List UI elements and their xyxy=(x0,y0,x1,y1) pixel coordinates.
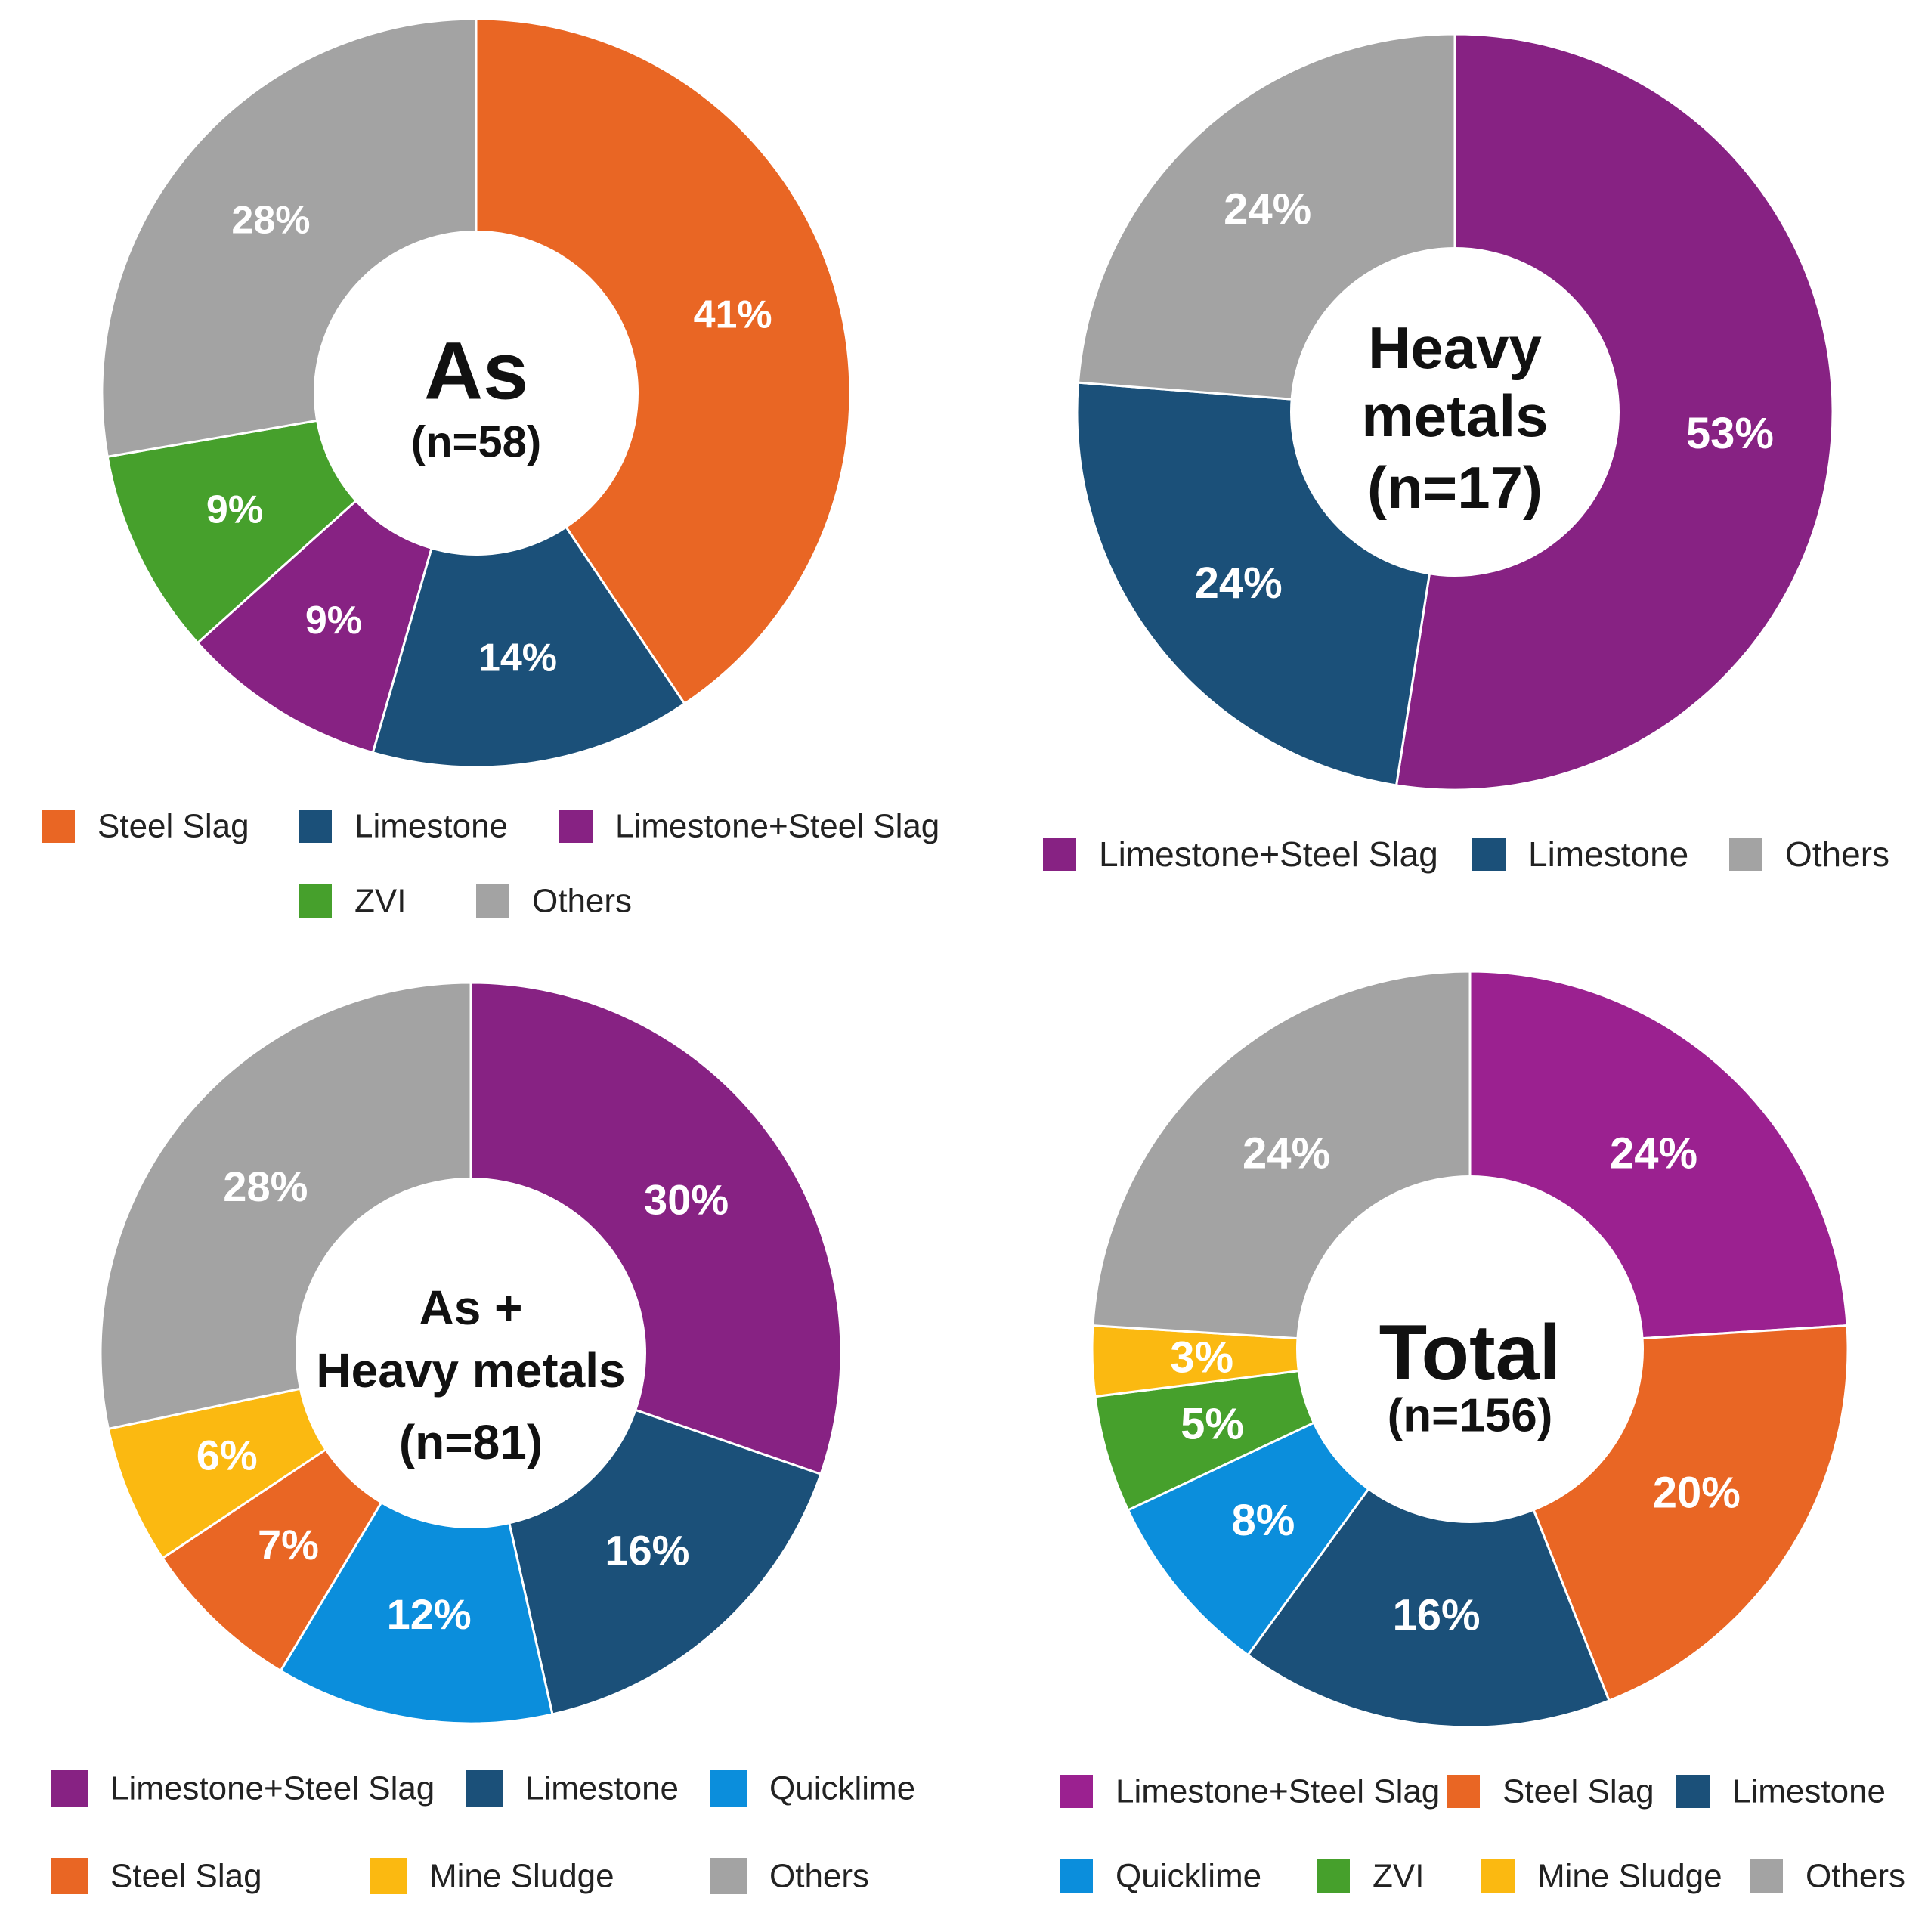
center-subtitle: (n=58) xyxy=(411,418,541,467)
center-subtitle: (n=17) xyxy=(1367,454,1543,521)
center-title: Heavy xyxy=(1368,314,1542,381)
donut-chart-4: 24% 20% 16% 8% 5% 3% 24% Total(n=156) Limestone+… xyxy=(1060,970,1905,1895)
legend-swatch xyxy=(710,1770,747,1807)
legend: Steel Slag Limestone Limestone+Steel Slag Z… xyxy=(42,808,939,920)
legend-swatch xyxy=(1447,1775,1480,1808)
legend-swatch xyxy=(370,1858,407,1894)
slice-steel-slag xyxy=(475,17,852,706)
legend: Limestone+Steel Slag Limestone Quicklime St… xyxy=(51,1770,915,1895)
legend-label: Limestone+Steel Slag xyxy=(110,1770,435,1807)
slice-limestone xyxy=(1246,1346,1611,1729)
legend-swatch xyxy=(51,1770,88,1807)
slice-label: 24% xyxy=(1195,559,1283,608)
legend-swatch xyxy=(1676,1775,1710,1808)
legend-swatch xyxy=(466,1770,503,1807)
slice-label: 28% xyxy=(231,198,310,242)
legend-label: Limestone+Steel Slag xyxy=(1116,1773,1440,1810)
legend-label: Quicklime xyxy=(769,1770,915,1807)
slice-label: 8% xyxy=(1232,1496,1295,1545)
center-title: metals xyxy=(1361,382,1548,449)
legend-label: Others xyxy=(1785,834,1889,874)
legend-label: Mine Sludge xyxy=(1537,1858,1722,1895)
legend-label: Steel Slag xyxy=(1502,1773,1654,1810)
slice-label: 12% xyxy=(387,1590,472,1638)
slice-label: 24% xyxy=(1610,1129,1697,1178)
center-title: Total xyxy=(1379,1309,1561,1397)
slice-label: 20% xyxy=(1653,1469,1741,1518)
legend-label: Mine Sludge xyxy=(429,1858,614,1895)
slice-label: 14% xyxy=(478,636,557,680)
slice-label: 7% xyxy=(258,1521,319,1568)
legend-label: Steel Slag xyxy=(110,1858,262,1895)
legend-swatch xyxy=(299,884,332,918)
center-subtitle: (n=81) xyxy=(399,1415,543,1469)
slice-label: 6% xyxy=(197,1432,258,1479)
legend-label: Limestone+Steel Slag xyxy=(1099,834,1438,874)
legend-swatch xyxy=(299,810,332,843)
legend-label: Others xyxy=(1806,1858,1905,1895)
legend-label: Limestone xyxy=(1528,834,1688,874)
legend-swatch xyxy=(42,810,75,843)
donut-hole xyxy=(314,231,639,556)
legend-label: ZVI xyxy=(354,883,406,920)
legend-swatch xyxy=(1060,1775,1093,1808)
legend-swatch xyxy=(1043,838,1076,871)
donut-hole xyxy=(1290,247,1620,577)
legend-swatch xyxy=(1317,1859,1350,1893)
legend-label: Limestone xyxy=(354,808,508,845)
center-title: Heavy metals xyxy=(316,1343,625,1398)
legend-swatch xyxy=(51,1858,88,1894)
donut-chart-1: 41% 14% 9% 9% 28% As(n=58) Steel Slag Limestone… xyxy=(42,17,939,920)
donut-chart-3: 30% 16% 12% 7%6% 28% As + Heavy metals (n=81) Li… xyxy=(51,981,915,1895)
center-title: As + xyxy=(419,1280,523,1335)
slice-label: 3% xyxy=(1170,1333,1233,1382)
legend-swatch xyxy=(1481,1859,1515,1893)
slice-label: 24% xyxy=(1224,185,1311,234)
legend-label: Others xyxy=(769,1858,869,1895)
legend-swatch xyxy=(1472,838,1506,871)
slice-label: 24% xyxy=(1243,1129,1330,1178)
legend-label: Limestone+Steel Slag xyxy=(615,808,939,845)
legend: Limestone+Steel Slag Limestone Others xyxy=(1043,834,1889,874)
center-subtitle: (n=156) xyxy=(1388,1390,1553,1442)
slice-label: 41% xyxy=(694,293,772,337)
slice-label: 28% xyxy=(223,1163,308,1210)
legend-label: Others xyxy=(532,883,632,920)
slice-label: 30% xyxy=(644,1175,729,1223)
legend-swatch xyxy=(1729,838,1762,871)
legend-swatch xyxy=(710,1858,747,1894)
legend-swatch xyxy=(559,810,593,843)
donut-hole xyxy=(1296,1175,1644,1523)
legend: Limestone+Steel Slag Steel Slag Limestone Q… xyxy=(1060,1773,1905,1895)
slice-label: 16% xyxy=(605,1526,689,1574)
legend-label: Limestone xyxy=(1732,1773,1886,1810)
legend-swatch xyxy=(1060,1859,1093,1893)
legend-label: Steel Slag xyxy=(97,808,249,845)
legend-label: Limestone xyxy=(525,1770,679,1807)
legend-swatch xyxy=(476,884,509,918)
slice-label: 53% xyxy=(1686,409,1774,458)
center-title: As xyxy=(424,325,528,416)
slice-label: 9% xyxy=(206,488,263,532)
legend-label: Quicklime xyxy=(1116,1858,1261,1895)
slice-label: 9% xyxy=(305,599,362,642)
slice-label: 16% xyxy=(1392,1591,1480,1640)
slice-label: 5% xyxy=(1181,1400,1244,1449)
legend-label: ZVI xyxy=(1373,1858,1424,1895)
donut-hole xyxy=(296,1178,646,1528)
legend-swatch xyxy=(1750,1859,1783,1893)
